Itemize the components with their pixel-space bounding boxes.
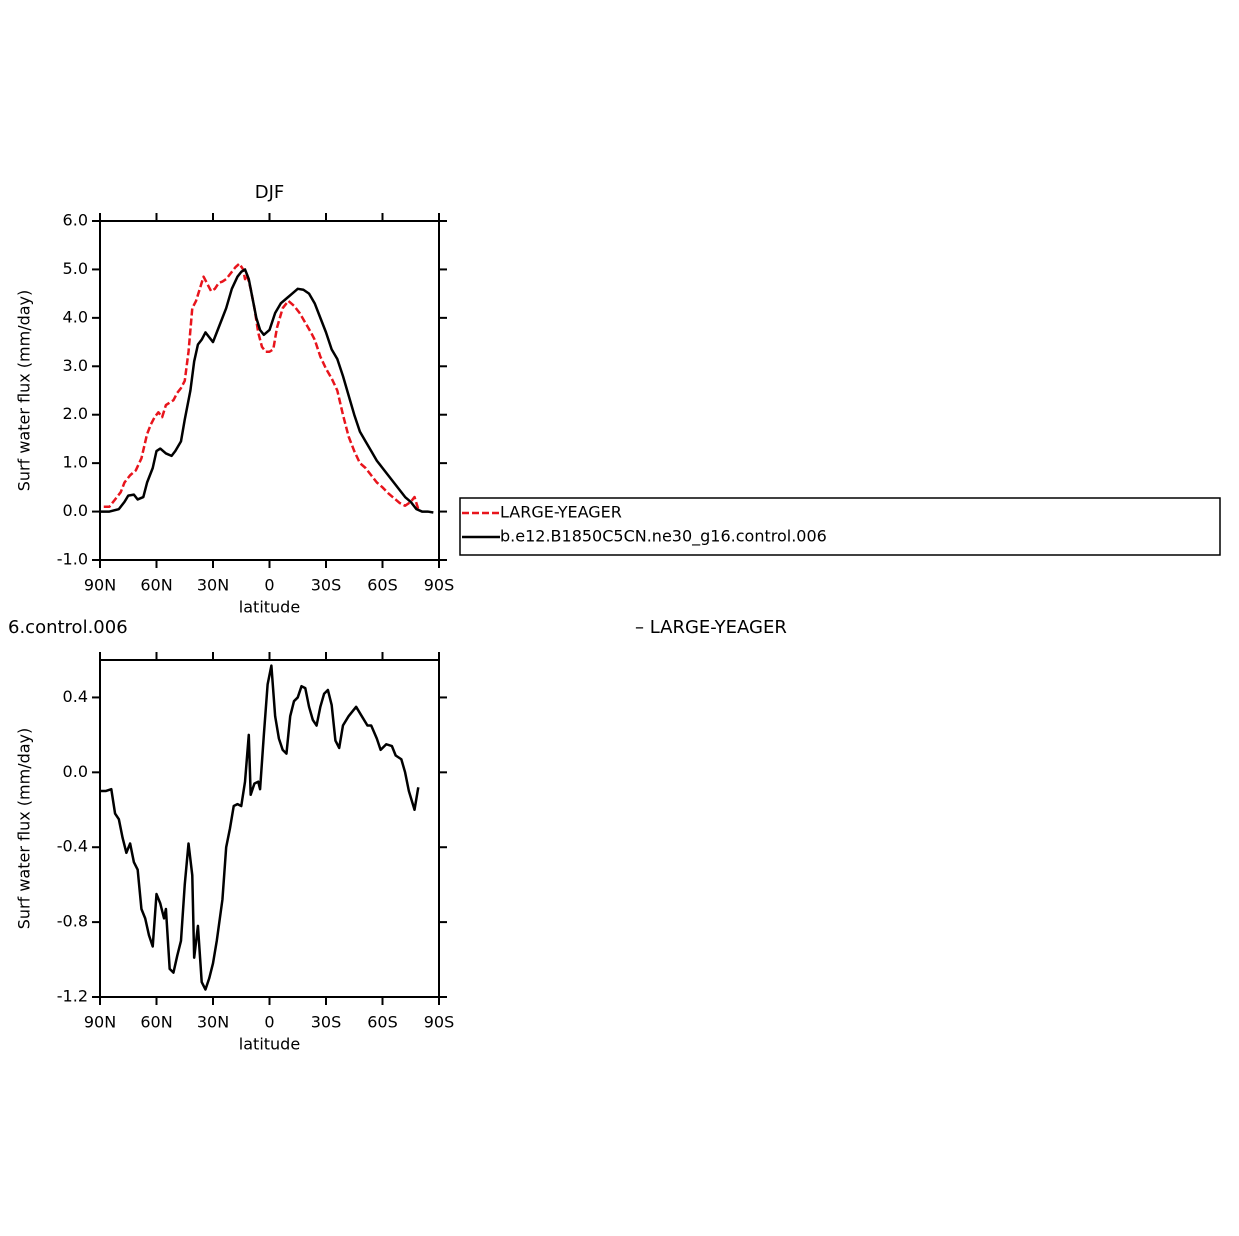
y-tick-label: -1.0 (57, 550, 88, 569)
y-tick-label: 1.0 (63, 453, 88, 472)
y-tick-label: -0.8 (57, 912, 88, 931)
x-tick-label: 30S (311, 576, 342, 595)
x-tick-label: 90S (424, 576, 455, 595)
y-tick-label: 3.0 (63, 356, 88, 375)
y-tick-label: -0.4 (57, 837, 88, 856)
x-tick-label: 60S (367, 1013, 398, 1032)
x-tick-label: 30N (197, 1013, 229, 1032)
x-tick-label: 0 (264, 1013, 274, 1032)
x-axis-label: latitude (239, 598, 300, 617)
y-tick-label: 5.0 (63, 259, 88, 278)
x-tick-label: 60S (367, 576, 398, 595)
data-line (100, 664, 420, 991)
legend: LARGE-YEAGER b.e12.B1850C5CN.ne30_g16.con… (459, 497, 1221, 556)
chart-title: – LARGE-YEAGER (635, 617, 787, 638)
x-tick-label: 90S (424, 1013, 455, 1032)
plot-frame (99, 659, 440, 998)
y-tick-label: -1.2 (57, 987, 88, 1006)
data-line (103, 262, 420, 510)
plot-frame (99, 220, 440, 561)
data-line (100, 268, 434, 514)
x-tick-label: 0 (264, 576, 274, 595)
chart-title: DJF (255, 182, 285, 203)
chart-title: 6.control.006 (8, 617, 128, 638)
y-tick-label: 0.0 (63, 762, 88, 781)
x-tick-label: 90N (84, 576, 116, 595)
x-tick-label: 30S (311, 1013, 342, 1032)
y-tick-label: 6.0 (63, 211, 88, 230)
y-axis-label: Surf water flux (mm/day) (15, 290, 34, 492)
y-tick-label: 0.0 (63, 501, 88, 520)
x-tick-label: 60N (140, 576, 172, 595)
y-tick-label: 2.0 (63, 404, 88, 423)
x-tick-label: 90N (84, 1013, 116, 1032)
y-tick-label: 0.4 (63, 687, 88, 706)
legend-box (459, 497, 1221, 556)
legend-label: LARGE-YEAGER (500, 503, 622, 522)
y-tick-label: 4.0 (63, 307, 88, 326)
x-tick-label: 30N (197, 576, 229, 595)
x-tick-label: 60N (140, 1013, 172, 1032)
legend-label: b.e12.B1850C5CN.ne30_g16.control.006 (500, 527, 827, 547)
y-axis-label: Surf water flux (mm/day) (15, 728, 34, 930)
x-axis-label: latitude (239, 1035, 300, 1054)
